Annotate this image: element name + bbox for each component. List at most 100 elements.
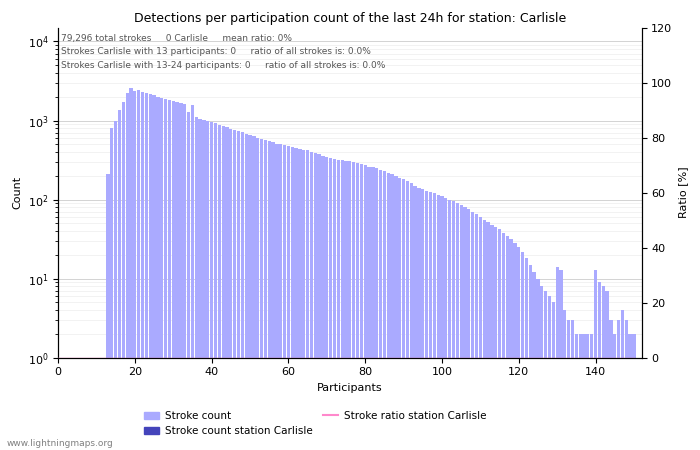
Bar [475, 214, 478, 450]
Bar [521, 252, 524, 450]
Bar [318, 154, 321, 450]
Bar [156, 97, 160, 450]
Bar [417, 188, 421, 450]
Bar [237, 131, 240, 450]
Bar [199, 119, 202, 450]
Bar [590, 334, 594, 450]
Bar [260, 139, 263, 450]
Y-axis label: Ratio [%]: Ratio [%] [678, 167, 688, 218]
Bar [402, 180, 405, 450]
Bar [233, 130, 237, 450]
Bar [510, 238, 512, 450]
Bar [452, 201, 455, 450]
Bar [567, 320, 570, 450]
Bar [394, 176, 398, 450]
Bar [164, 99, 167, 450]
Bar [586, 334, 589, 450]
Bar [241, 132, 244, 450]
Bar [272, 142, 274, 450]
Bar [183, 104, 186, 450]
Bar [448, 200, 452, 450]
Bar [486, 222, 490, 450]
Bar [578, 334, 582, 450]
Bar [145, 94, 148, 450]
Y-axis label: Count: Count [12, 176, 22, 209]
Bar [148, 94, 152, 450]
Bar [229, 129, 232, 450]
Bar [513, 243, 517, 450]
Bar [386, 172, 390, 450]
Bar [368, 167, 371, 450]
Bar [544, 291, 547, 450]
Bar [456, 203, 459, 450]
Bar [179, 104, 183, 450]
Bar [114, 121, 118, 450]
Bar [440, 196, 444, 450]
Bar [379, 170, 382, 450]
Bar [536, 279, 540, 450]
Bar [360, 164, 363, 450]
Bar [344, 161, 348, 450]
Bar [252, 136, 256, 450]
Bar [613, 334, 617, 450]
Bar [160, 98, 163, 450]
Bar [540, 286, 543, 450]
Bar [437, 195, 440, 450]
Bar [206, 121, 209, 450]
Title: Detections per participation count of the last 24h for station: Carlisle: Detections per participation count of th… [134, 12, 566, 25]
Bar [564, 310, 566, 450]
Bar [598, 282, 601, 450]
Bar [429, 192, 432, 450]
Bar [444, 198, 447, 450]
Bar [498, 230, 501, 450]
Bar [617, 320, 620, 450]
Bar [479, 217, 482, 450]
Bar [352, 162, 356, 450]
Bar [202, 120, 206, 450]
Bar [406, 181, 409, 450]
Bar [433, 194, 436, 450]
Bar [279, 144, 282, 450]
Bar [482, 220, 486, 450]
Bar [264, 140, 267, 450]
Bar [624, 320, 628, 450]
Bar [267, 141, 271, 450]
Bar [340, 160, 344, 450]
Bar [125, 94, 129, 450]
Bar [329, 158, 332, 450]
Bar [594, 270, 597, 450]
Bar [375, 168, 378, 450]
Bar [410, 184, 413, 450]
Bar [256, 138, 259, 450]
Bar [528, 265, 532, 450]
Bar [306, 150, 309, 450]
Bar [244, 134, 248, 450]
Bar [225, 127, 229, 450]
Bar [356, 163, 359, 450]
Bar [425, 191, 428, 450]
Bar [467, 210, 470, 450]
Bar [348, 161, 351, 450]
Bar [582, 334, 586, 450]
Bar [191, 105, 194, 450]
Bar [471, 212, 475, 450]
Bar [333, 158, 336, 450]
Bar [218, 125, 221, 450]
Bar [195, 117, 198, 450]
Bar [490, 225, 493, 450]
Bar [176, 102, 178, 450]
Bar [130, 88, 133, 450]
Bar [172, 101, 175, 450]
Legend: Stroke count, Stroke count station Carlisle, Stroke ratio station Carlisle: Stroke count, Stroke count station Carli… [140, 407, 490, 440]
Bar [298, 149, 302, 450]
Bar [505, 236, 509, 450]
Bar [295, 148, 298, 450]
Bar [326, 157, 328, 450]
Bar [601, 286, 605, 450]
Bar [391, 174, 393, 450]
Bar [153, 95, 155, 450]
Bar [210, 122, 214, 450]
Bar [337, 160, 340, 450]
Bar [321, 156, 325, 450]
Bar [363, 166, 367, 450]
